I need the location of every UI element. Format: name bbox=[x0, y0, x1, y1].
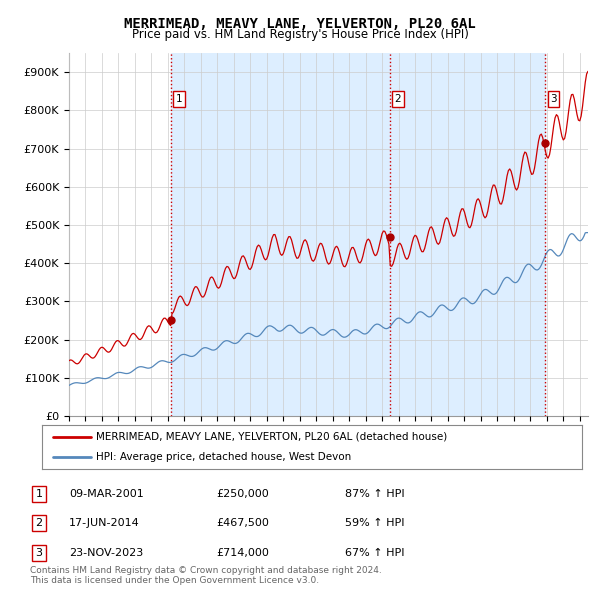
Text: 59% ↑ HPI: 59% ↑ HPI bbox=[345, 519, 404, 528]
Text: 23-NOV-2023: 23-NOV-2023 bbox=[69, 548, 143, 558]
Text: MERRIMEAD, MEAVY LANE, YELVERTON, PL20 6AL: MERRIMEAD, MEAVY LANE, YELVERTON, PL20 6… bbox=[124, 17, 476, 31]
Bar bbox=[389, 53, 545, 416]
Text: Price paid vs. HM Land Registry's House Price Index (HPI): Price paid vs. HM Land Registry's House … bbox=[131, 28, 469, 41]
Text: 2: 2 bbox=[35, 519, 43, 528]
Text: MERRIMEAD, MEAVY LANE, YELVERTON, PL20 6AL (detached house): MERRIMEAD, MEAVY LANE, YELVERTON, PL20 6… bbox=[96, 432, 447, 442]
Text: 87% ↑ HPI: 87% ↑ HPI bbox=[345, 489, 404, 499]
Text: 17-JUN-2014: 17-JUN-2014 bbox=[69, 519, 140, 528]
Text: £714,000: £714,000 bbox=[216, 548, 269, 558]
Text: Contains HM Land Registry data © Crown copyright and database right 2024.
This d: Contains HM Land Registry data © Crown c… bbox=[30, 566, 382, 585]
Text: 09-MAR-2001: 09-MAR-2001 bbox=[69, 489, 144, 499]
Bar bbox=[171, 53, 389, 416]
Text: HPI: Average price, detached house, West Devon: HPI: Average price, detached house, West… bbox=[96, 452, 351, 462]
Text: £467,500: £467,500 bbox=[216, 519, 269, 528]
Text: 3: 3 bbox=[35, 548, 43, 558]
Text: 67% ↑ HPI: 67% ↑ HPI bbox=[345, 548, 404, 558]
Text: £250,000: £250,000 bbox=[216, 489, 269, 499]
Text: 1: 1 bbox=[35, 489, 43, 499]
Text: 2: 2 bbox=[395, 94, 401, 104]
Text: 1: 1 bbox=[176, 94, 182, 104]
Text: 3: 3 bbox=[550, 94, 557, 104]
